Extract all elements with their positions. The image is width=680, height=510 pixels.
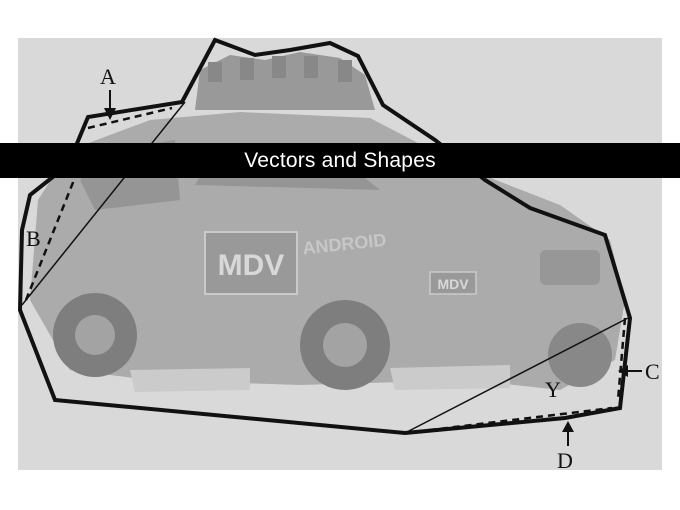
arrow-a [104,90,116,120]
sensor-box-3 [272,56,286,78]
far-front-wheel [548,323,612,387]
door-logo-panel [204,231,298,295]
slide-title: Vectors and Shapes [244,148,436,172]
sensor-box-1 [208,62,222,82]
front-logo-panel [429,271,477,295]
car-body [30,112,625,390]
outline-shape [17,37,633,436]
car-photo: MDV ANDROID MDV [30,52,625,392]
diagonal-left [21,101,186,306]
vector-c [616,317,627,401]
front-logo: MDV [437,276,469,292]
ground-shadow-2 [390,365,510,390]
label-y: Y [545,377,561,402]
vector-b [24,164,82,301]
grille [540,250,600,285]
front-wheel-hub [323,323,367,367]
sensor-box-5 [338,60,352,82]
label-b: B [26,226,41,251]
title-bar: Vectors and Shapes [0,143,680,178]
ground-shadow [130,368,250,392]
door-logo: MDV [218,249,285,282]
label-d: D [557,448,573,473]
arrow-d [562,421,574,446]
label-c: C [645,359,660,384]
vector-d [404,406,613,435]
diagonal-y [404,317,629,434]
sensor-box-2 [240,58,254,80]
label-a: A [100,64,116,89]
arrow-c [618,365,642,377]
vector-a [87,106,173,130]
sensor-box-4 [304,56,318,78]
rear-wheel-hub [75,315,115,355]
